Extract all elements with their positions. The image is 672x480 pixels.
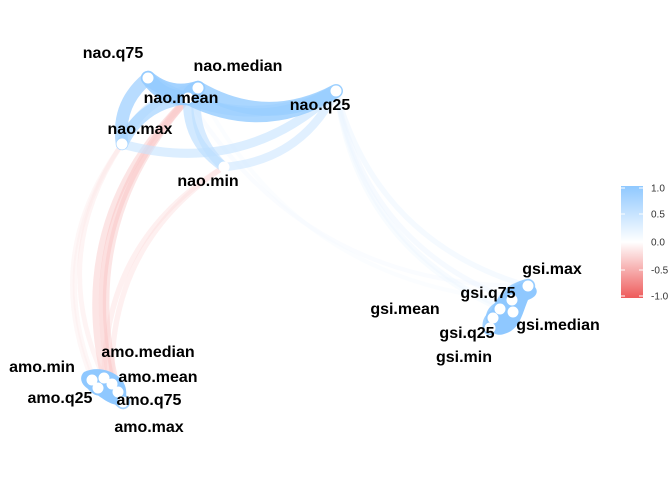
label-nao-max: nao.max bbox=[108, 121, 173, 138]
legend-colorbar bbox=[621, 186, 643, 298]
label-amo-q25: amo.q25 bbox=[28, 390, 93, 407]
node-layer bbox=[86, 72, 534, 408]
label-nao-q75: nao.q75 bbox=[83, 45, 144, 62]
node-amo-mean bbox=[106, 378, 118, 390]
legend-tick-label: -0.5 bbox=[651, 266, 669, 277]
edge-nao.median-gsi.q75 bbox=[195, 85, 515, 303]
node-gsi-q75 bbox=[506, 294, 518, 306]
edge-nao.mean-nao.q25 bbox=[181, 84, 343, 123]
label-amo-min: amo.min bbox=[9, 359, 75, 376]
edge-nao.max-amo.min bbox=[70, 141, 125, 383]
legend-tick-label: 0.5 bbox=[651, 210, 665, 221]
edge-nao.min-amo.mean bbox=[109, 164, 227, 387]
node-gsi-median bbox=[507, 306, 519, 318]
label-gsi-q25: gsi.q25 bbox=[439, 325, 494, 342]
edge-nao.q25-gsi.max bbox=[333, 88, 531, 289]
edge-nao.q25-gsi.mean bbox=[333, 88, 503, 312]
node-nao-min bbox=[218, 161, 230, 173]
label-amo-median: amo.median bbox=[101, 344, 194, 361]
label-gsi-q75: gsi.q75 bbox=[460, 285, 515, 302]
node-nao-q75 bbox=[142, 72, 154, 84]
edge-nao.q25-gsi.median bbox=[333, 88, 516, 315]
node-amo-max bbox=[117, 396, 129, 408]
edge-nao.median-amo.mean bbox=[98, 84, 202, 388]
node-amo-q75 bbox=[112, 386, 124, 398]
edge-nao.q75-nao.max bbox=[114, 71, 155, 151]
legend-tick-label: -1.0 bbox=[651, 292, 669, 303]
node-gsi-q25 bbox=[487, 312, 499, 324]
legend-tick-label: 1.0 bbox=[651, 184, 665, 195]
label-layer: nao.q75 nao.median nao.mean nao.q25 nao.max n… bbox=[9, 45, 600, 436]
node-amo-q25 bbox=[92, 382, 104, 394]
edge-nao.mean-nao.min bbox=[182, 92, 230, 173]
node-nao-mean bbox=[182, 92, 194, 104]
node-gsi-min bbox=[484, 322, 496, 334]
node-gsi-mean bbox=[494, 303, 506, 315]
label-nao-median: nao.median bbox=[194, 58, 283, 75]
label-nao-q25: nao.q25 bbox=[290, 97, 351, 114]
edge-nao.max-amo.q25 bbox=[72, 141, 125, 391]
label-amo-mean: amo.mean bbox=[118, 369, 197, 386]
edge-nao.max-amo.median bbox=[77, 141, 125, 381]
label-amo-q75: amo.q75 bbox=[117, 392, 182, 409]
node-amo-min bbox=[86, 374, 98, 386]
label-gsi-mean: gsi.mean bbox=[370, 301, 439, 318]
color-legend: 1.0 0.5 0.0 -0.5 -1.0 bbox=[621, 184, 669, 303]
label-gsi-median: gsi.median bbox=[516, 317, 600, 334]
edge-nao.mean-gsi.max bbox=[185, 95, 531, 289]
label-gsi-min: gsi.min bbox=[436, 349, 492, 366]
node-nao-median bbox=[192, 82, 204, 94]
node-gsi-max bbox=[522, 280, 534, 292]
label-nao-min: nao.min bbox=[177, 173, 238, 190]
node-nao-max bbox=[116, 138, 128, 150]
edge-nao.q25-gsi.q75 bbox=[333, 88, 515, 303]
node-nao-q25 bbox=[330, 85, 342, 97]
legend-ticks: 1.0 0.5 0.0 -0.5 -1.0 bbox=[621, 184, 669, 303]
node-amo-median bbox=[98, 372, 110, 384]
legend-tick-label: 0.0 bbox=[651, 238, 665, 249]
label-gsi-max: gsi.max bbox=[522, 261, 582, 278]
edge-nao.min-nao.q25 bbox=[219, 86, 341, 172]
label-amo-max: amo.max bbox=[114, 419, 183, 436]
label-nao-mean: nao.mean bbox=[144, 90, 219, 107]
